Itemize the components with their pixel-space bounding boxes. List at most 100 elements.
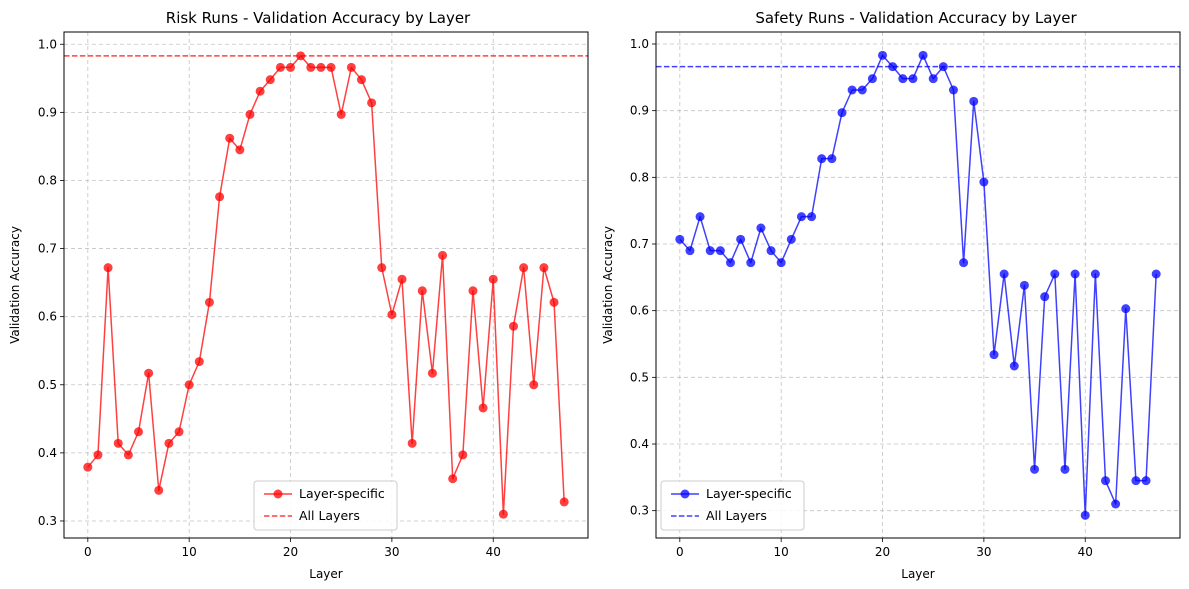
legend: Layer-specific All Layers xyxy=(660,480,805,531)
data-point xyxy=(695,212,705,222)
data-point xyxy=(1090,269,1100,279)
legend-label-layer-specific: Layer-specific xyxy=(299,486,385,501)
data-point xyxy=(346,62,356,72)
data-point xyxy=(756,223,766,233)
data-point xyxy=(878,50,888,60)
data-point xyxy=(736,234,746,244)
x-tick-label: 30 xyxy=(976,545,991,559)
x-tick-label: 10 xyxy=(182,545,197,559)
y-tick-label: 0.8 xyxy=(38,173,57,187)
data-point xyxy=(326,62,336,72)
y-tick-label: 0.5 xyxy=(630,370,649,384)
y-tick-label: 0.6 xyxy=(630,304,649,318)
data-point xyxy=(448,474,458,484)
axes-frame xyxy=(655,31,1181,539)
data-point xyxy=(215,192,225,202)
y-tick-label: 0.3 xyxy=(630,504,649,518)
y-tick-label: 0.8 xyxy=(630,170,649,184)
data-point xyxy=(306,62,316,72)
data-point xyxy=(847,85,857,95)
x-tick-label: 40 xyxy=(1078,545,1093,559)
data-point xyxy=(367,98,377,108)
data-point xyxy=(204,297,214,307)
data-point xyxy=(296,51,306,61)
data-point xyxy=(133,427,143,437)
data-point xyxy=(316,62,326,72)
x-tick-label: 10 xyxy=(774,545,789,559)
y-tick-label: 0.9 xyxy=(38,105,57,119)
data-point xyxy=(989,350,999,360)
y-tick-label: 1.0 xyxy=(630,37,649,51)
data-point xyxy=(857,85,867,95)
layer-specific-series xyxy=(675,50,1161,520)
chart-title: Safety Runs - Validation Accuracy by Lay… xyxy=(755,9,1077,27)
data-point xyxy=(827,154,837,164)
data-point xyxy=(938,62,948,72)
data-point xyxy=(1111,499,1121,509)
data-point xyxy=(1019,280,1029,290)
data-point xyxy=(519,263,529,273)
data-point xyxy=(498,509,508,519)
data-point xyxy=(336,109,346,119)
data-point xyxy=(766,246,776,256)
x-tick-label: 40 xyxy=(486,545,501,559)
y-tick-label: 1.0 xyxy=(38,37,57,51)
data-point xyxy=(123,450,133,460)
layer-specific-line xyxy=(679,54,1157,517)
data-point xyxy=(1070,269,1080,279)
data-point xyxy=(164,438,174,448)
y-axis-ticks: 0.3 0.4 0.5 0.6 0.7 0.8 0.9 1.0 xyxy=(630,37,656,518)
grid-lines xyxy=(64,32,588,538)
x-axis-ticks: 0 10 20 30 40 xyxy=(84,538,501,559)
data-point xyxy=(93,450,103,460)
data-point xyxy=(417,286,427,296)
x-tick-label: 20 xyxy=(875,545,890,559)
data-point xyxy=(705,246,715,256)
risk-runs-chart: Risk Runs - Validation Accuracy by Layer… xyxy=(8,9,589,581)
data-point xyxy=(1060,464,1070,474)
y-tick-label: 0.4 xyxy=(630,437,649,451)
data-point xyxy=(675,234,685,244)
data-point xyxy=(1050,269,1060,279)
data-point xyxy=(488,274,498,284)
data-point xyxy=(559,497,569,507)
data-point xyxy=(286,62,296,72)
data-point xyxy=(1040,292,1050,302)
data-point xyxy=(144,368,154,378)
data-point xyxy=(685,246,695,256)
data-point xyxy=(1121,304,1131,314)
y-tick-label: 0.7 xyxy=(630,237,649,251)
data-point xyxy=(245,109,255,119)
legend-label-all-layers: All Layers xyxy=(706,508,767,523)
data-point xyxy=(908,74,918,84)
data-point xyxy=(225,133,235,143)
legend-label-layer-specific: Layer-specific xyxy=(706,486,792,501)
data-point xyxy=(549,297,559,307)
safety-runs-chart: Safety Runs - Validation Accuracy by Lay… xyxy=(601,9,1181,581)
layer-specific-series xyxy=(83,51,569,519)
data-point xyxy=(969,96,979,106)
data-point xyxy=(397,274,407,284)
chart-title: Risk Runs - Validation Accuracy by Layer xyxy=(166,9,471,27)
x-tick-label: 0 xyxy=(676,545,684,559)
data-point xyxy=(356,75,366,85)
data-point xyxy=(746,258,756,268)
data-point xyxy=(979,177,989,187)
data-point xyxy=(184,380,194,390)
x-tick-label: 0 xyxy=(84,545,92,559)
data-point xyxy=(786,234,796,244)
x-axis-label: Layer xyxy=(901,567,935,581)
data-point xyxy=(377,263,387,273)
x-axis-label: Layer xyxy=(309,567,343,581)
x-axis-ticks: 0 10 20 30 40 xyxy=(676,538,1093,559)
data-point xyxy=(1141,476,1151,486)
legend: Layer-specific All Layers xyxy=(253,480,398,531)
y-axis-label: Validation Accuracy xyxy=(8,226,22,344)
data-point xyxy=(725,258,735,268)
legend-label-all-layers: All Layers xyxy=(299,508,360,523)
legend-marker-layer-specific xyxy=(680,489,690,499)
data-point xyxy=(265,75,275,85)
data-point xyxy=(83,462,93,472)
data-point xyxy=(999,269,1009,279)
